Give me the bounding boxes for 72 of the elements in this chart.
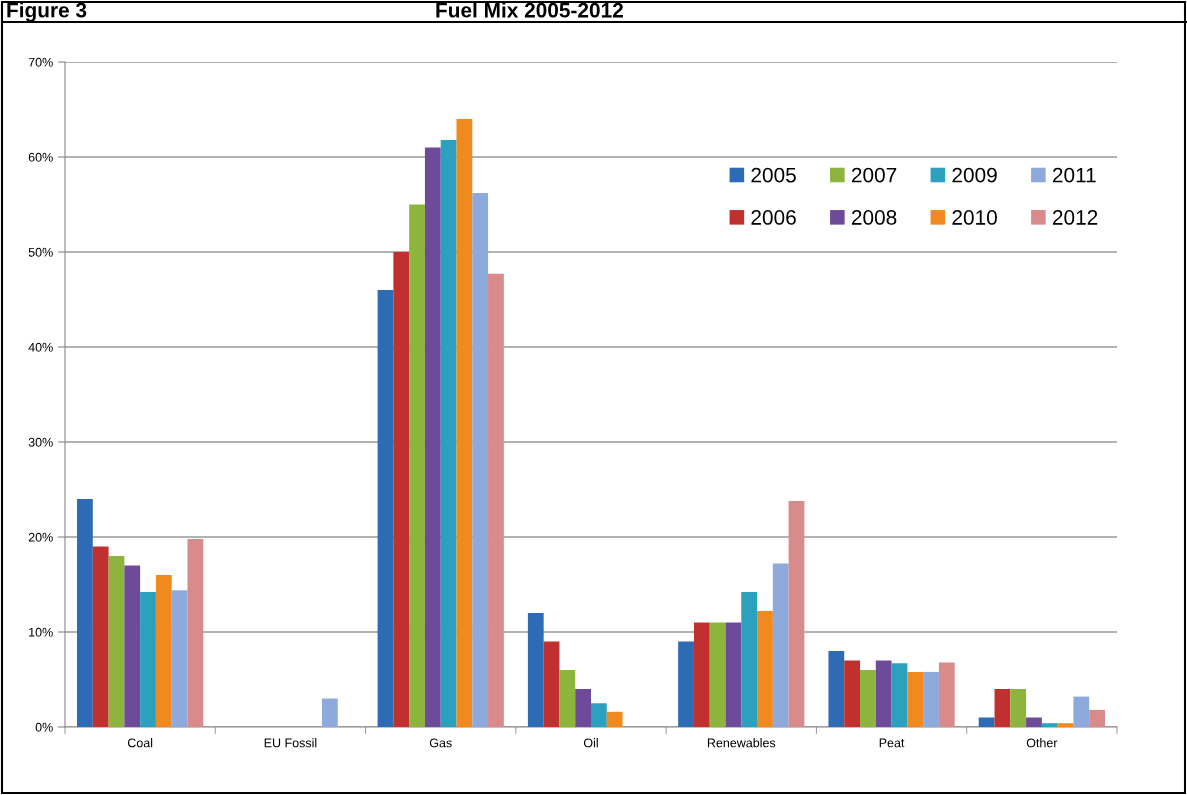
bar <box>828 651 845 727</box>
bar <box>92 546 109 727</box>
bar <box>772 563 789 727</box>
bar <box>1057 723 1074 727</box>
x-tick-label: Gas <box>429 738 452 748</box>
bar <box>678 641 694 727</box>
bar <box>155 575 172 727</box>
bar <box>844 660 861 727</box>
bar <box>140 592 156 727</box>
legend-label: 2009 <box>952 167 997 183</box>
legend-label: 2011 <box>1052 167 1096 183</box>
chart-title: Fuel Mix 2005-2012 <box>436 2 623 18</box>
bar <box>725 622 742 727</box>
x-tick-label: Peat <box>879 738 905 748</box>
y-tick-label: 40% <box>28 342 53 352</box>
bar <box>108 556 125 727</box>
bar <box>1010 689 1027 727</box>
bar <box>938 662 955 727</box>
bar <box>875 660 892 727</box>
caption: Figure 3 <box>7 2 87 22</box>
legend-label: 2012 <box>1052 210 1098 225</box>
bar <box>757 611 773 727</box>
bar <box>409 204 425 727</box>
bar <box>788 500 805 727</box>
bar <box>424 147 441 727</box>
y-tick-label: 30% <box>28 437 53 447</box>
y-tick-label: 20% <box>28 532 53 542</box>
bar <box>860 670 876 727</box>
bar <box>591 703 607 727</box>
bar <box>321 698 338 727</box>
bar <box>393 252 410 727</box>
y-tick-label: 50% <box>28 247 53 257</box>
bar <box>472 193 489 727</box>
bar <box>606 711 623 727</box>
x-tick-label: EU Fossil <box>264 738 317 748</box>
legend-label: 2006 <box>751 210 796 225</box>
bar <box>456 119 473 727</box>
bar <box>923 671 939 727</box>
legend-label: 2008 <box>851 210 897 225</box>
bar <box>77 499 93 727</box>
bar <box>488 273 504 727</box>
bar <box>559 670 576 727</box>
bar <box>171 590 188 727</box>
y-tick-label: 0% <box>35 722 53 732</box>
bar <box>440 139 457 727</box>
bar <box>1073 696 1090 727</box>
bar <box>1089 709 1105 727</box>
x-tick-label: Oil <box>583 738 598 748</box>
bar <box>527 613 544 727</box>
bar <box>377 290 394 727</box>
bar <box>1041 723 1058 727</box>
x-tick-label: Coal <box>127 738 153 748</box>
x-tick-label: Renewables <box>707 738 776 748</box>
bar <box>575 689 591 727</box>
legend-label: 2005 <box>751 167 796 183</box>
bar <box>709 622 726 727</box>
bar <box>693 622 710 727</box>
y-tick-label: 10% <box>29 627 53 637</box>
bar <box>907 671 924 727</box>
bar <box>124 565 141 727</box>
bar <box>891 663 908 727</box>
y-tick-label: 70% <box>28 57 53 67</box>
bar <box>741 592 758 727</box>
legend-label: 2007 <box>851 167 897 183</box>
y-tick-label: 60% <box>28 152 53 162</box>
bar <box>187 538 204 727</box>
bar <box>994 689 1011 727</box>
bar <box>1026 717 1042 727</box>
legend-label: 2010 <box>952 210 997 225</box>
x-tick-label: Other <box>1026 738 1058 748</box>
bar <box>543 641 560 727</box>
bar <box>978 717 995 727</box>
